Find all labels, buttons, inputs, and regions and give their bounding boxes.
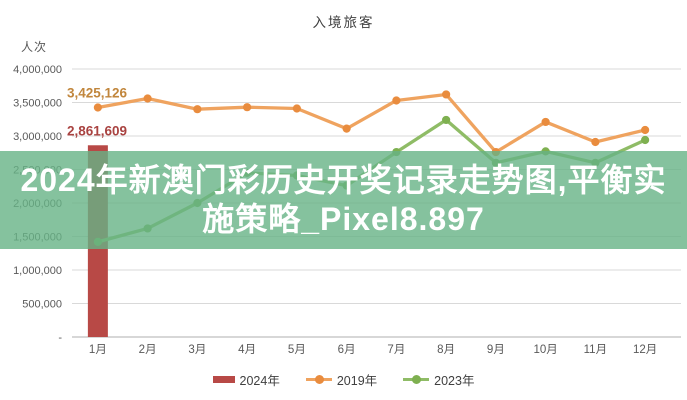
x-tick-label: 8月 [437,344,455,356]
marker-2019年 [243,103,252,112]
marker-2019年 [143,94,152,103]
marker-2019年 [342,124,351,133]
x-tick-label: 9月 [487,344,505,356]
marker-2019年 [591,137,600,147]
overlay-banner-line2: 施策略_Pixel8.897 [202,201,485,237]
legend-item-2019: 2019年 [305,370,378,389]
y-tick-label: 3,000,000 [13,131,62,143]
marker-2023年 [641,135,650,145]
marker-2019年 [641,125,650,135]
marker-2019年 [442,90,451,99]
chart-legend: 2024年 2019年 2023年 [0,370,687,389]
x-tick-label: 2月 [139,344,157,356]
legend-label-2023: 2023年 [434,374,475,388]
marker-2019年 [392,96,401,105]
x-tick-label: 12月 [633,344,657,356]
line-2019年 [96,92,647,154]
y-tick-label: 4,000,000 [13,64,62,76]
chart-title: 入境旅客 [312,15,375,30]
overlay-banner-line1: 2024年新澳门彩历史开奖记录走势图,平衡实 [20,162,667,198]
marker-2019年 [93,103,102,112]
x-tick-label: 6月 [338,344,356,356]
legend-item-2024: 2024年 [212,370,280,389]
x-tick-label: 4月 [238,344,256,356]
legend-line-marker-icon [305,375,332,384]
legend-line-marker-icon [403,375,430,384]
x-tick-label: 5月 [288,344,306,356]
y-tick-label: - [58,332,62,344]
marker-2019年 [193,105,202,114]
marker-2023年 [442,115,451,125]
legend-item-2023: 2023年 [403,370,474,389]
y-axis-unit-label: 人次 [21,40,48,54]
point-label: 3,425,126 [67,86,128,101]
point-label: 2,861,609 [67,123,127,138]
x-tick-label: 7月 [387,344,405,356]
overlay-banner: 2024年新澳门彩历史开奖记录走势图,平衡实 施策略_Pixel8.897 [0,151,687,249]
y-tick-label: 3,500,000 [13,98,62,110]
legend-label-2024: 2024年 [239,374,280,388]
marker-2019年 [292,104,301,113]
legend-label-2019: 2019年 [336,374,378,388]
y-tick-label: 500,000 [22,299,62,311]
x-tick-label: 3月 [188,344,206,356]
legend-bar-swatch-icon [212,376,235,383]
y-tick-label: 1,000,000 [13,265,62,277]
x-tick-label: 10月 [533,344,557,356]
x-tick-label: 1月 [89,344,107,356]
marker-2019年 [541,117,550,127]
x-tick-label: 11月 [584,344,607,356]
